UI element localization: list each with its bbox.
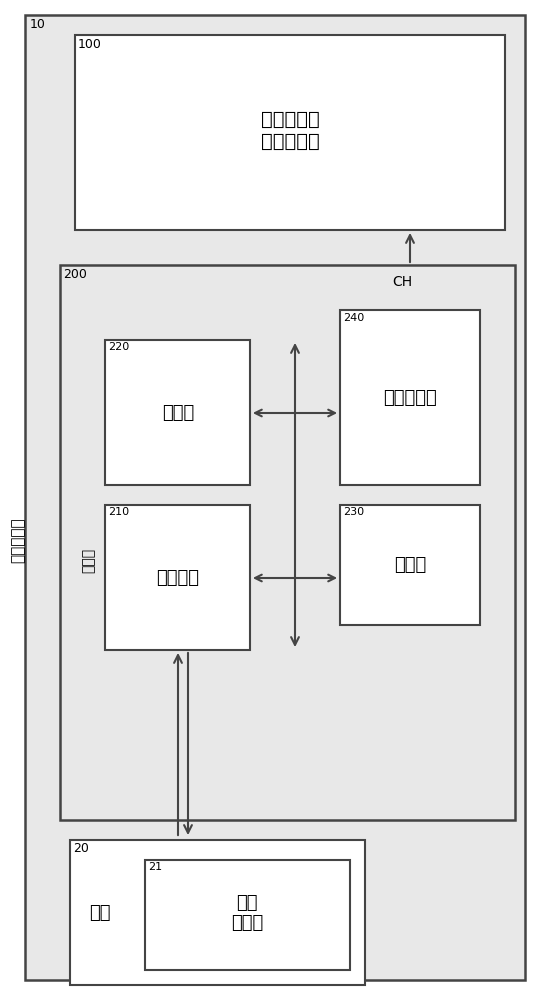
Text: 10: 10 [30,18,46,31]
Bar [105,340,250,485]
Text: 220: 220 [108,342,129,352]
Text: 230: 230 [343,507,364,517]
Text: 存储器接口: 存储器接口 [383,389,437,407]
Bar [70,840,365,985]
Text: 处理器: 处理器 [162,404,194,422]
Bar [75,35,505,230]
Bar [60,265,515,820]
Text: 存储器系统: 存储器系统 [10,517,25,563]
Text: 非易失性性
存储器装置: 非易失性性 存储器装置 [261,109,319,150]
Text: 控制器: 控制器 [81,547,95,573]
Text: 210: 210 [108,507,129,517]
Text: 主机
存储器: 主机 存储器 [231,894,263,932]
Text: 20: 20 [73,842,89,855]
Text: 主机接口: 主机接口 [157,569,199,587]
Text: 100: 100 [78,38,102,51]
Text: 主机: 主机 [89,904,111,922]
Text: 21: 21 [148,862,162,872]
Text: 240: 240 [343,313,364,323]
Text: CH: CH [392,275,412,289]
Bar [145,860,350,970]
Bar [340,505,480,625]
Bar [105,505,250,650]
Bar [340,310,480,485]
Text: 200: 200 [63,268,87,281]
Text: 存储器: 存储器 [394,556,426,574]
